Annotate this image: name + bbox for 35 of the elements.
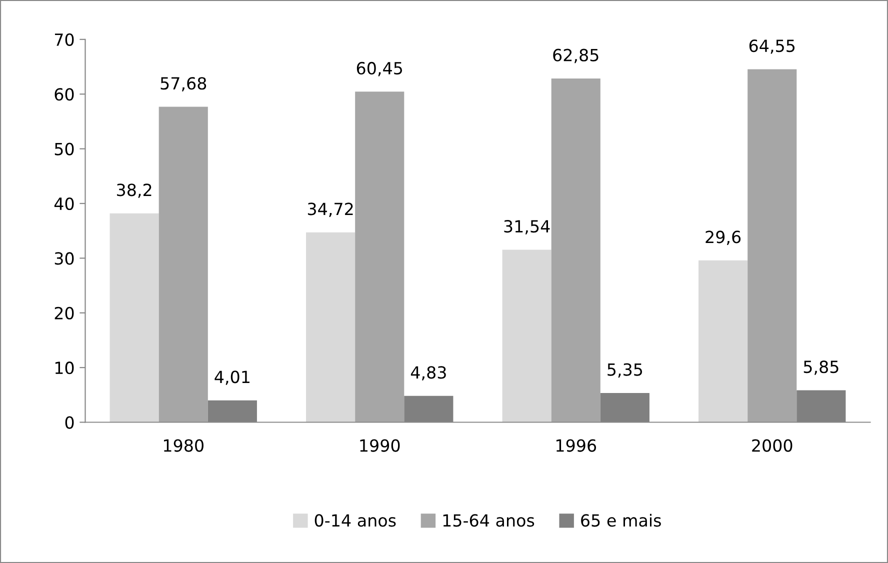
- y-tick-label: 60: [54, 88, 74, 101]
- y-tick-label: 20: [54, 306, 74, 320]
- data-label: 64,55: [749, 39, 795, 54]
- x-tick-label: 1980: [164, 439, 204, 452]
- bar: [748, 69, 797, 422]
- data-label: 5,35: [608, 363, 642, 378]
- bar: [698, 260, 748, 422]
- y-tick-label: 70: [54, 33, 74, 46]
- legend-label: 0-14 anos: [314, 514, 396, 527]
- legend-label: 15-64 anos: [443, 514, 534, 527]
- data-label: 60,45: [356, 62, 402, 76]
- y-tick-label: 30: [54, 252, 74, 265]
- bar: [355, 92, 404, 422]
- bar: [306, 232, 356, 422]
- data-label: 4,83: [410, 366, 446, 380]
- y-tick-label: 0: [65, 416, 74, 429]
- data-label: 34,72: [308, 202, 353, 217]
- data-label: 38,2: [117, 184, 152, 198]
- data-label: 31,54: [504, 220, 550, 234]
- data-label: 57,68: [160, 77, 206, 92]
- y-tick-label: 40: [54, 197, 74, 210]
- x-tick-label: 1990: [360, 439, 400, 452]
- legend-label: 65 e mais: [581, 514, 661, 527]
- y-tick-label: 50: [54, 142, 74, 156]
- data-label: 5,85: [804, 360, 838, 375]
- bar: [551, 78, 600, 422]
- bar: [110, 213, 159, 422]
- data-label: 29,6: [706, 230, 741, 245]
- bar: [502, 250, 552, 422]
- y-tick-label: 10: [55, 362, 74, 374]
- data-label: 4,01: [214, 370, 250, 385]
- bar: [158, 106, 208, 422]
- x-tick-label: 2000: [752, 439, 792, 452]
- x-tick-label: 1996: [556, 439, 596, 452]
- data-label: 62,85: [553, 48, 598, 64]
